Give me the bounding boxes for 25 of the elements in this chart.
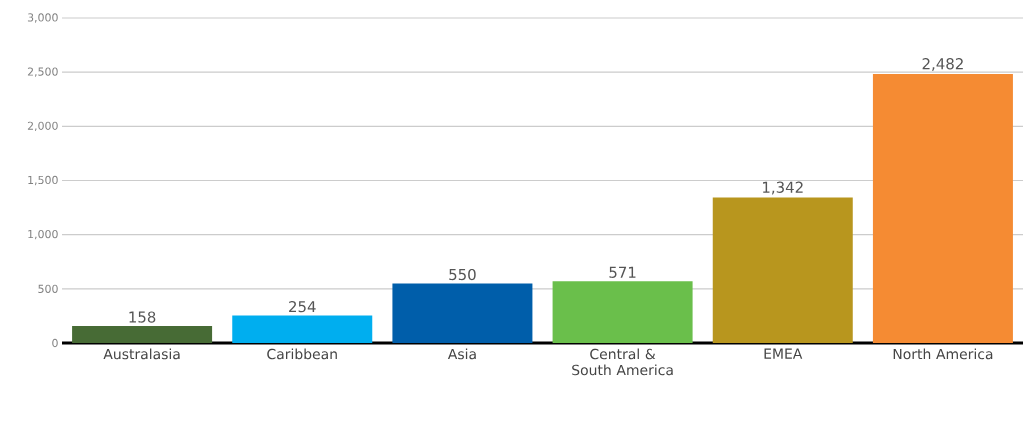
bar xyxy=(552,281,693,343)
data-label: 2,482 xyxy=(922,58,963,71)
bar xyxy=(232,315,373,343)
x-tick-label: Central & South America xyxy=(572,348,673,376)
x-tick-label: Asia xyxy=(447,348,476,360)
y-tick-label: 1,500 xyxy=(28,175,58,186)
data-label: 254 xyxy=(289,300,316,313)
y-tick-label: 1,000 xyxy=(28,229,58,240)
y-tick-label: 500 xyxy=(38,284,58,293)
y-tick-label: 3,000 xyxy=(27,13,58,23)
data-label: 571 xyxy=(609,266,636,278)
data-label: 1,342 xyxy=(763,181,803,195)
bar xyxy=(72,325,213,343)
y-tick-label: 0 xyxy=(52,338,58,348)
x-tick-label: North America xyxy=(893,348,993,360)
data-label: 158 xyxy=(129,311,156,323)
y-tick-label: 2,500 xyxy=(27,67,58,77)
x-tick-label: Caribbean xyxy=(267,348,337,360)
data-label: 550 xyxy=(449,268,476,281)
bar xyxy=(712,197,853,343)
bar xyxy=(392,283,533,343)
y-tick-label: 2,000 xyxy=(27,121,58,132)
bar xyxy=(872,74,1013,343)
x-tick-label: Australasia xyxy=(103,348,180,360)
x-tick-label: EMEA xyxy=(764,348,803,359)
